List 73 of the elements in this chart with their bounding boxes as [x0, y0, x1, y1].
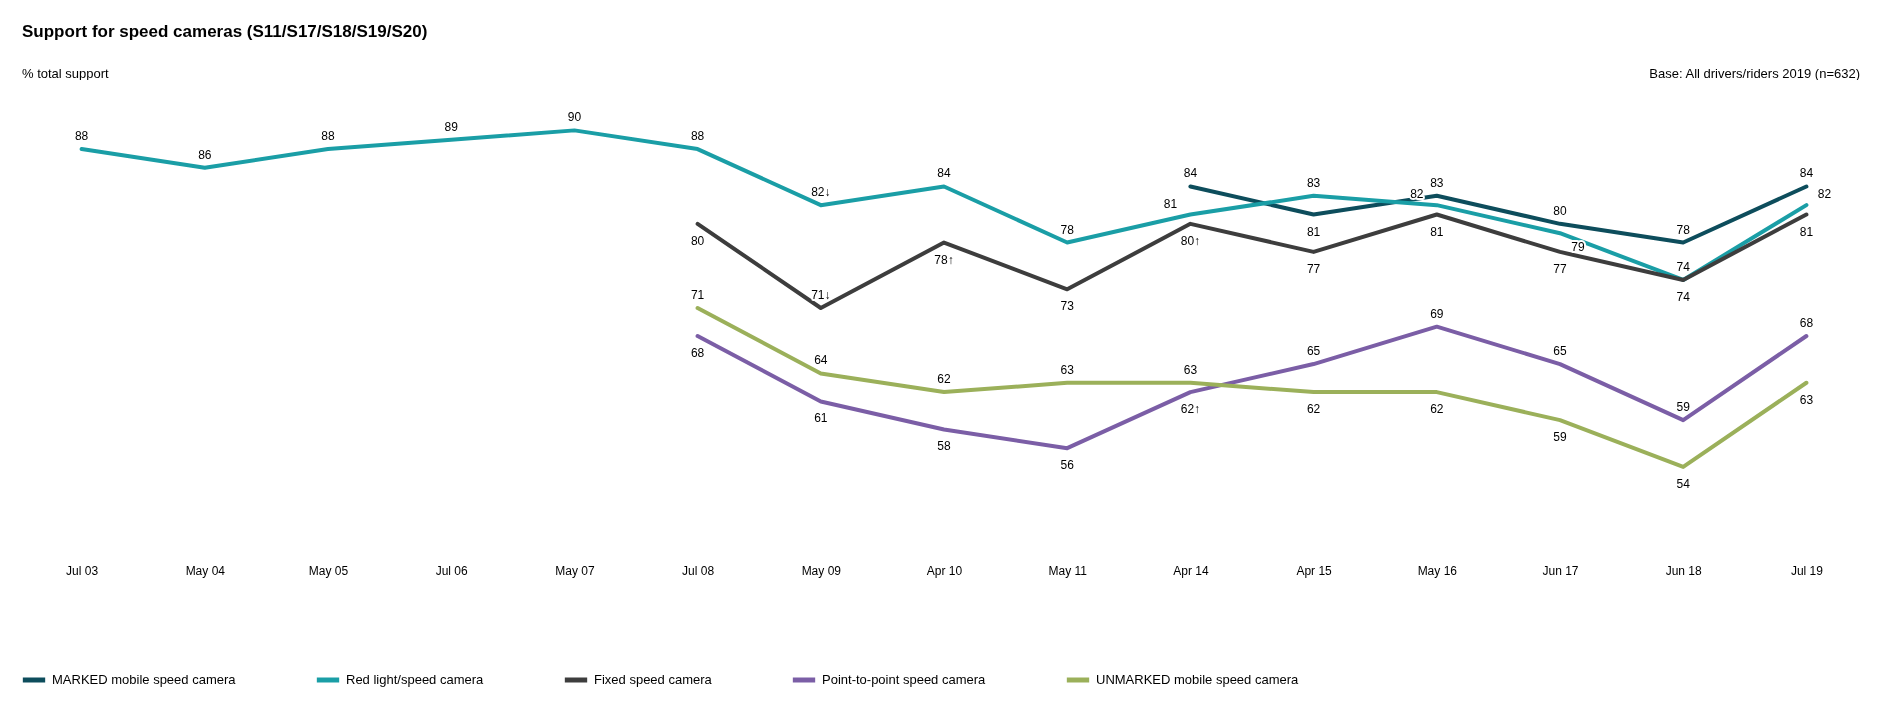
data-label: 63 [1799, 392, 1814, 407]
data-label: 58 [937, 439, 951, 454]
data-label: 63 [1183, 362, 1198, 377]
data-label: 69 [1430, 306, 1444, 321]
data-label: 80↑ [1180, 233, 1201, 248]
x-tick-label: May 05 [308, 563, 349, 578]
legend-label: Red light/speed camera [346, 672, 485, 687]
data-label: 64 [814, 353, 828, 368]
legend-label: UNMARKED mobile speed camera [1096, 672, 1300, 687]
data-label: 62 [937, 372, 951, 387]
data-label: 89 [444, 119, 459, 134]
chart-subtitle: % total support [22, 66, 109, 81]
data-label: 65 [1553, 344, 1567, 359]
data-label: 84 [1799, 166, 1814, 181]
x-tick-label: May 16 [1417, 563, 1458, 578]
data-label: 81 [1430, 224, 1444, 239]
data-label: 83 [1430, 175, 1444, 190]
data-label: 73 [1060, 299, 1075, 314]
x-tick-label: Jul 19 [1790, 563, 1824, 578]
data-label: 88 [74, 129, 89, 144]
data-label: 78↑ [934, 252, 954, 267]
data-label: 68 [1799, 316, 1814, 331]
data-label: 59 [1676, 400, 1691, 415]
x-tick-label: Apr 10 [926, 563, 963, 578]
data-label: 62 [1430, 402, 1444, 417]
data-label: 71 [690, 287, 705, 302]
data-label: 88 [321, 129, 335, 144]
data-label: 84 [1183, 166, 1198, 181]
data-label: 56 [1060, 458, 1075, 473]
data-label: 77 [1553, 261, 1567, 276]
data-label: 80 [690, 233, 705, 248]
x-tick-label: Jul 08 [682, 563, 715, 578]
data-label: 65 [1306, 344, 1321, 359]
x-tick-label: Jul 06 [435, 563, 469, 578]
legend-label: Point-to-point speed camera [822, 672, 987, 687]
x-tick-label: Apr 14 [1173, 563, 1209, 578]
legend-label: Fixed speed camera [594, 672, 713, 687]
legend-label: MARKED mobile speed camera [52, 672, 237, 687]
data-label: 82 [1817, 187, 1832, 202]
data-label: 81 [1799, 224, 1814, 239]
x-tick-label: Jul 03 [66, 563, 99, 578]
x-tick-label: May 11 [1048, 563, 1088, 578]
data-label: 62↑ [1180, 402, 1201, 417]
data-label: 78 [1060, 222, 1075, 237]
data-label: 68 [690, 346, 705, 361]
data-label: 78 [1676, 222, 1691, 237]
data-label: 71↓ [811, 287, 831, 302]
data-label: 62 [1306, 402, 1321, 417]
data-label: 82↓ [811, 185, 831, 200]
x-tick-label: May 04 [185, 563, 226, 578]
data-label: 54 [1676, 476, 1691, 491]
data-label: 86 [198, 147, 212, 162]
data-label: 61 [814, 411, 828, 426]
data-label: 74 [1676, 289, 1691, 304]
chart-title: Support for speed cameras (S11/S17/S18/S19/S20) [22, 22, 428, 42]
data-label: 59 [1553, 430, 1567, 445]
x-tick-label: Jun 17 [1542, 563, 1579, 578]
data-label: 81 [1163, 196, 1178, 211]
data-label: 84 [937, 166, 951, 181]
data-label: 79 [1571, 240, 1585, 255]
data-label: 81 [1306, 224, 1321, 239]
x-tick-label: May 09 [801, 563, 842, 578]
data-label: 74 [1676, 259, 1691, 274]
data-label: 88 [690, 129, 705, 144]
data-label: 83 [1306, 175, 1321, 190]
data-label: 90 [567, 110, 582, 125]
x-tick-label: Jun 18 [1665, 563, 1703, 578]
data-label: 77 [1306, 261, 1321, 276]
x-tick-label: Apr 15 [1296, 563, 1333, 578]
data-label: 63 [1060, 362, 1075, 377]
x-tick-label: May 07 [555, 563, 595, 578]
data-label: 80 [1553, 203, 1567, 218]
text: Base: All drivers/riders 2019 (n=632) [1649, 66, 1860, 81]
